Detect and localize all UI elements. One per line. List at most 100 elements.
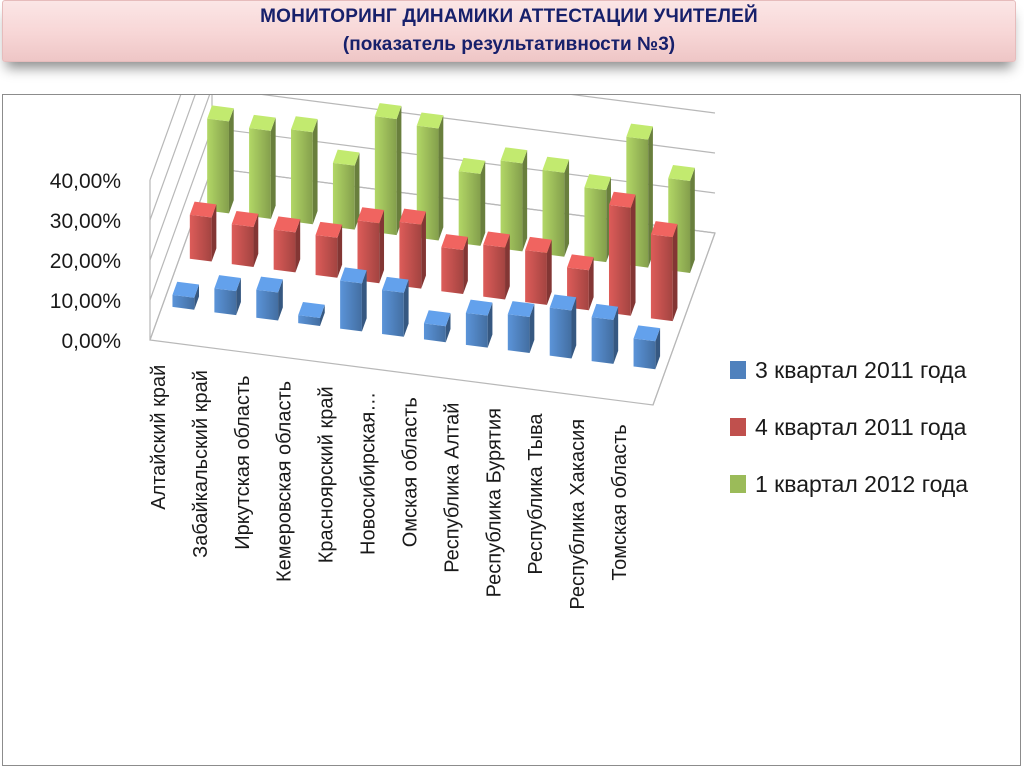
bar-top <box>189 201 217 218</box>
bar-top <box>465 299 493 316</box>
bar-side <box>445 313 451 343</box>
bar-top <box>291 116 318 133</box>
chart-frame: 0,00% 10,00% 20,00% 30,00% 40,00% Алтайский к… <box>2 94 1021 766</box>
bar-front <box>340 280 362 332</box>
bar-top <box>567 254 594 271</box>
bar <box>340 267 367 332</box>
bar-front <box>500 160 523 252</box>
bar <box>650 221 678 322</box>
bar-front <box>542 169 565 257</box>
bar-top <box>273 216 301 233</box>
bar-front <box>650 234 673 322</box>
bar <box>291 116 318 225</box>
bar <box>465 299 493 348</box>
bar-front <box>374 116 397 236</box>
bar-front <box>458 171 481 246</box>
bar <box>207 105 234 214</box>
legend-swatch <box>730 475 746 493</box>
bar <box>542 156 570 257</box>
x-category-label: Омская область <box>399 397 421 547</box>
bar-front <box>423 323 446 343</box>
bar <box>382 276 409 337</box>
bar-front <box>608 204 631 316</box>
bar-side <box>564 159 570 257</box>
bar-side <box>690 167 695 273</box>
bar-side <box>396 105 402 236</box>
bar-front <box>483 244 506 300</box>
bar-front <box>189 214 212 262</box>
x-category-label: Республика Алтай <box>441 403 463 573</box>
legend-label: 1 квартал 2012 года <box>755 471 968 497</box>
bar-top <box>668 164 695 181</box>
x-category-label: Республика Хакасия <box>567 419 589 610</box>
page-subtitle: (показатель результативности №3) <box>342 34 676 55</box>
y-tick-label: 20,00% <box>50 250 121 273</box>
title-banner: МОНИТОРИНГ ДИНАМИКИ АТТЕСТАЦИИ УЧИТЕЛЕЙ … <box>2 0 1016 62</box>
bar <box>591 303 619 364</box>
chart-legend: 3 квартал 2011 года 4 квартал 2011 года 1 … <box>730 357 968 497</box>
chart-bars <box>172 103 695 370</box>
bar-top <box>231 210 259 227</box>
bar-top <box>549 294 577 311</box>
bar-side <box>522 150 528 252</box>
bar-top <box>423 310 451 327</box>
bar-top <box>256 276 283 293</box>
bar-top <box>483 231 510 248</box>
bar-top <box>458 157 486 174</box>
floor-right-edge <box>652 232 716 406</box>
legend-label: 4 квартал 2011 года <box>755 414 967 440</box>
bar <box>423 310 451 343</box>
bar-side <box>312 119 318 225</box>
bar-top <box>207 105 234 122</box>
legend-swatch <box>730 361 746 379</box>
bar-side <box>194 284 200 310</box>
bar-front <box>207 118 229 214</box>
bar-side <box>253 213 259 267</box>
bar-front <box>399 221 422 289</box>
bar-top <box>650 221 678 238</box>
bar <box>273 216 301 273</box>
bar <box>483 231 510 300</box>
bar-front <box>214 288 237 316</box>
bar-side <box>379 210 385 284</box>
bar-side <box>529 303 535 354</box>
bar-side <box>421 211 426 289</box>
bar-side <box>480 160 486 246</box>
bar-side <box>463 236 468 295</box>
x-axis-categories: Алтайский край Забайкальский край Иркутска… <box>148 365 631 610</box>
bar-top <box>633 325 661 342</box>
bar-top <box>591 303 619 320</box>
bar-top <box>332 149 360 166</box>
bar-front <box>298 315 321 326</box>
x-category-label: Красноярский край <box>316 386 338 563</box>
bar-front <box>441 247 464 295</box>
chart: 0,00% 10,00% 20,00% 30,00% 40,00% Алтайский к… <box>50 95 968 610</box>
bar-front <box>256 289 279 321</box>
bar-top <box>357 207 385 224</box>
gridline <box>149 95 716 261</box>
legend-label: 3 квартал 2011 года <box>755 357 967 383</box>
x-category-label: Кемеровская область <box>274 381 296 582</box>
bar <box>441 234 468 295</box>
bar-front <box>584 187 607 263</box>
bar <box>458 157 486 246</box>
bar <box>584 174 611 263</box>
bar <box>374 103 402 236</box>
bar-top <box>525 236 552 253</box>
x-category-label: Алтайский край <box>148 365 170 510</box>
bar-side <box>211 204 217 262</box>
bar-side <box>505 234 510 300</box>
x-category-label: Новосибирская… <box>358 392 380 555</box>
bar-top <box>214 275 241 292</box>
bar <box>189 201 217 262</box>
bar-top <box>298 301 325 318</box>
bar-front <box>591 317 614 364</box>
bar-side <box>403 279 409 337</box>
bar-top <box>382 276 409 293</box>
bar <box>525 236 552 305</box>
bar-top <box>542 156 570 173</box>
bar-front <box>633 338 656 370</box>
bar-top <box>416 112 444 129</box>
bar-top <box>249 114 276 131</box>
bar <box>315 221 343 278</box>
